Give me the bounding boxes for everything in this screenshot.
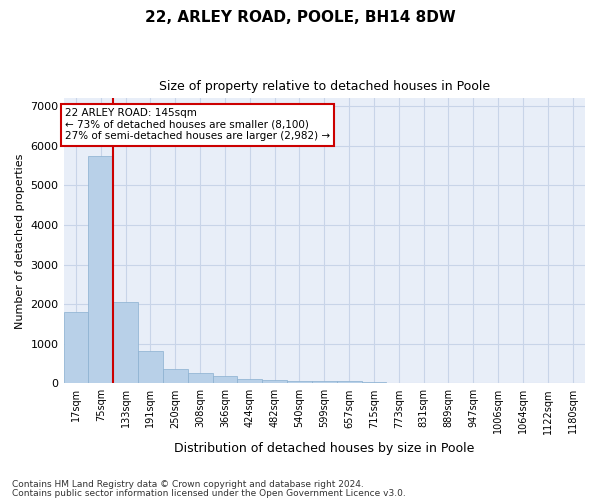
Bar — [337, 382, 362, 384]
Bar — [287, 380, 312, 384]
Bar — [362, 382, 386, 384]
Bar — [188, 373, 212, 384]
Text: 22 ARLEY ROAD: 145sqm
← 73% of detached houses are smaller (8,100)
27% of semi-d: 22 ARLEY ROAD: 145sqm ← 73% of detached … — [65, 108, 330, 142]
X-axis label: Distribution of detached houses by size in Poole: Distribution of detached houses by size … — [174, 442, 475, 455]
Bar — [212, 376, 238, 384]
Bar — [312, 381, 337, 384]
Bar — [138, 351, 163, 384]
Bar — [262, 380, 287, 384]
Bar — [163, 368, 188, 384]
Bar — [113, 302, 138, 384]
Bar — [238, 378, 262, 384]
Bar — [64, 312, 88, 384]
Text: 22, ARLEY ROAD, POOLE, BH14 8DW: 22, ARLEY ROAD, POOLE, BH14 8DW — [145, 10, 455, 25]
Bar — [88, 156, 113, 384]
Text: Contains public sector information licensed under the Open Government Licence v3: Contains public sector information licen… — [12, 488, 406, 498]
Y-axis label: Number of detached properties: Number of detached properties — [15, 153, 25, 328]
Text: Contains HM Land Registry data © Crown copyright and database right 2024.: Contains HM Land Registry data © Crown c… — [12, 480, 364, 489]
Title: Size of property relative to detached houses in Poole: Size of property relative to detached ho… — [159, 80, 490, 93]
